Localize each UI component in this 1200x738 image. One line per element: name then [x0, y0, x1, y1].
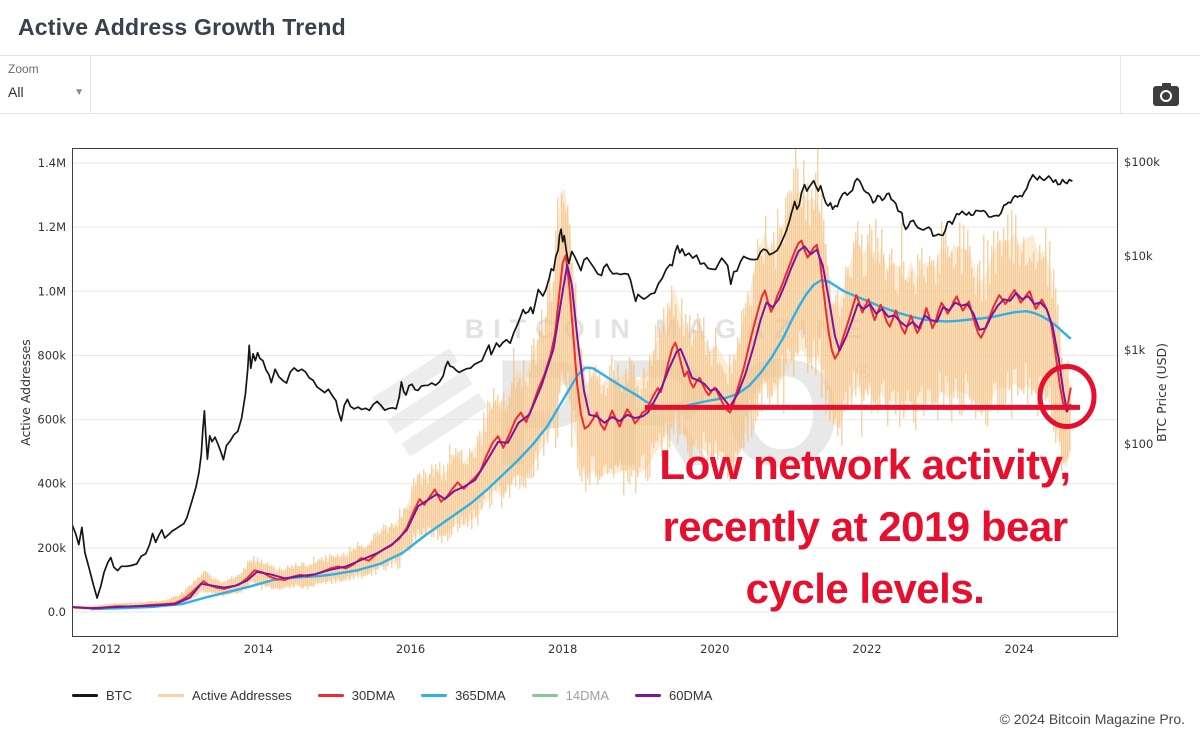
legend-item-30dma[interactable]: 30DMA	[317, 688, 396, 703]
legend-swatch	[421, 694, 448, 697]
legend-item-365dma[interactable]: 365DMA	[421, 688, 506, 703]
legend-label: 60DMA	[669, 688, 713, 703]
legend-item-btc[interactable]: BTC	[72, 688, 132, 703]
y-right-tick-label: $100k	[1124, 155, 1160, 169]
annotation-line-1: Low network activity,	[659, 441, 1071, 488]
zoom-range-select[interactable]: Zoom All ▼	[8, 62, 86, 100]
y-left-tick-label: 200k	[37, 541, 66, 555]
camera-icon	[1153, 83, 1179, 106]
legend: BTC Active Addresses 30DMA 365DMA 14DMA 60DMA	[72, 688, 712, 703]
y-right-tick-label: $10k	[1124, 249, 1153, 263]
y-right-tick-label: $100	[1124, 437, 1153, 451]
series-layer	[72, 148, 1073, 611]
legend-swatch	[317, 694, 344, 697]
series-btc-line	[72, 173, 1073, 599]
toolbar-divider-right	[1120, 55, 1121, 113]
legend-swatch	[531, 694, 558, 697]
annotation-circle	[1037, 363, 1097, 429]
x-tick-label: 2014	[244, 642, 273, 656]
legend-label: BTC	[106, 688, 132, 703]
toolbar-divider-left	[90, 55, 91, 113]
y-left-tick-label: 800k	[37, 348, 66, 362]
y-right-tick-label: $1k	[1124, 343, 1146, 357]
copyright: © 2024 Bitcoin Magazine Pro.	[999, 711, 1185, 727]
x-tick-label: 2016	[396, 642, 425, 656]
y-left-tick-label: 600k	[37, 413, 66, 427]
y-right-axis-title: BTC Price (USD)	[1154, 343, 1169, 442]
header-divider-top	[0, 55, 1200, 56]
camera-export-button[interactable]	[1148, 82, 1184, 110]
y-left-tick-label: 1.0M	[38, 284, 66, 298]
annotation-line-2: recently at 2019 bear	[662, 503, 1068, 550]
legend-item-active-addresses[interactable]: Active Addresses	[158, 688, 292, 703]
legend-label: 365DMA	[455, 688, 506, 703]
legend-item-14dma[interactable]: 14DMA	[531, 688, 610, 703]
legend-label: Active Addresses	[192, 688, 292, 703]
y-left-tick-label: 1.4M	[38, 156, 66, 170]
x-tick-label: 2018	[548, 642, 577, 656]
legend-swatch	[635, 694, 662, 697]
series-60dma-line	[72, 245, 1072, 610]
y-left-tick-label: 1.2M	[38, 220, 66, 234]
annotation-text: Low network activity, recently at 2019 b…	[608, 434, 1122, 620]
header-divider-bottom	[0, 113, 1200, 114]
chevron-down-icon[interactable]: ▼	[74, 86, 84, 98]
annotation-overlay	[644, 363, 1097, 429]
x-tick-label: 2012	[92, 642, 121, 656]
page-title: Active Address Growth Trend	[18, 14, 346, 40]
x-tick-label: 2024	[1004, 642, 1033, 656]
y-left-tick-label: 400k	[37, 477, 66, 491]
gridlines	[72, 162, 1118, 613]
legend-swatch	[72, 694, 98, 697]
legend-swatch	[158, 694, 184, 697]
legend-label: 14DMA	[565, 688, 610, 703]
series-365dma-line	[90, 278, 1072, 611]
plot-border	[72, 148, 1118, 637]
zoom-selected-value[interactable]: All	[8, 84, 24, 100]
y-left-tick-label: 0.0	[48, 605, 66, 619]
y-left-axis-title: Active Addresses	[18, 339, 33, 446]
x-tick-label: 2022	[852, 642, 881, 656]
axis-labels: 0.0 200k 400k 600k 800k 1.0M 1.2M 1.4M $100 $1k $1…	[18, 155, 1169, 656]
annotation-line-3: cycle levels.	[745, 565, 985, 612]
legend-item-60dma[interactable]: 60DMA	[635, 688, 712, 703]
x-tick-label: 2020	[700, 642, 729, 656]
zoom-label: Zoom	[8, 62, 39, 76]
legend-label: 30DMA	[351, 688, 396, 703]
